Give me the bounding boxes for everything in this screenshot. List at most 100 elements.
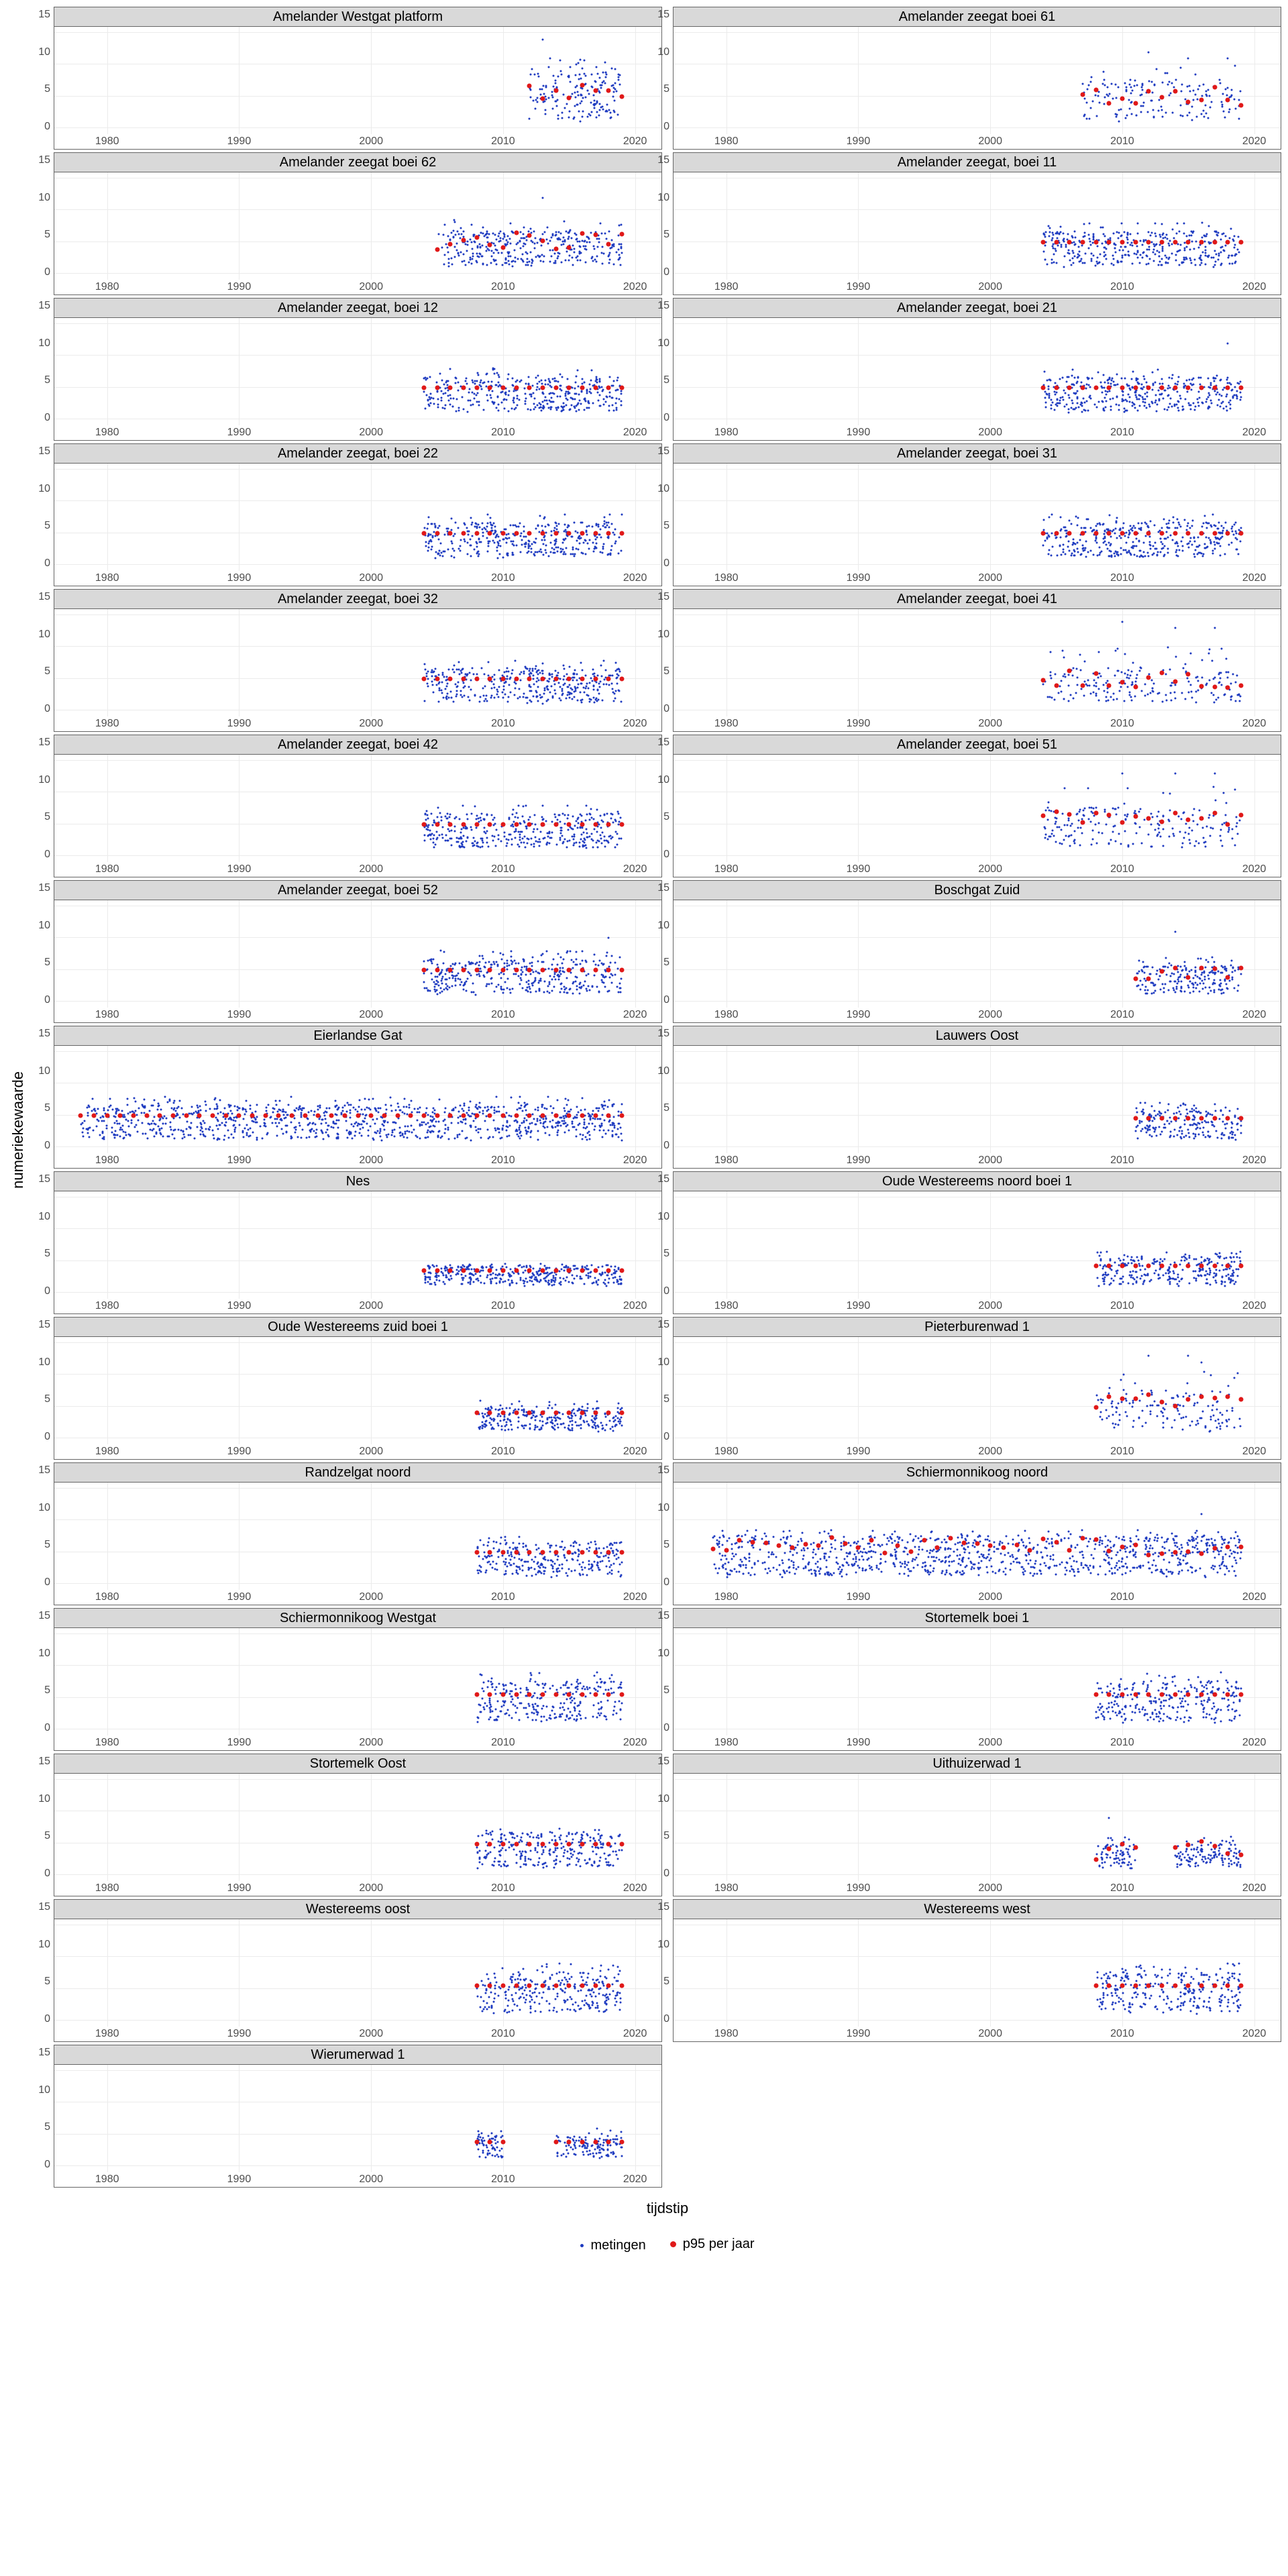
y-axis: 051015: [649, 1318, 671, 1444]
plot-area: [674, 318, 1281, 425]
facet-title: Amelander zeegat boei 61: [674, 7, 1281, 27]
plot-area: [674, 1774, 1281, 1881]
x-axis: 19801990200020102020: [674, 1590, 1281, 1605]
facet-title: Amelander zeegat, boei 22: [54, 444, 661, 464]
facet-panel: Amelander zeegat boei 620510151980199020…: [54, 152, 662, 295]
y-axis: 051015: [30, 1609, 52, 1735]
x-axis: 19801990200020102020: [674, 1881, 1281, 1896]
plot-area: [674, 1919, 1281, 2027]
plot-area: [54, 318, 661, 425]
plot-area: [54, 609, 661, 716]
x-axis: 19801990200020102020: [674, 1153, 1281, 1168]
y-axis: 051015: [30, 1463, 52, 1590]
facet-title: Oude Westereems zuid boei 1: [54, 1318, 661, 1337]
y-axis: 051015: [30, 881, 52, 1008]
y-axis: 051015: [649, 444, 671, 571]
facet-title: Amelander zeegat boei 62: [54, 153, 661, 172]
x-axis: 19801990200020102020: [674, 2027, 1281, 2041]
facet-panel: Amelander zeegat, boei 12051015198019902…: [54, 298, 662, 441]
plot-area: [54, 1191, 661, 1299]
y-axis: 051015: [30, 590, 52, 716]
facet-title: Schiermonnikoog Westgat: [54, 1609, 661, 1628]
x-axis: 19801990200020102020: [674, 1299, 1281, 1313]
x-axis: 19801990200020102020: [674, 1444, 1281, 1459]
facet-title: Amelander zeegat, boei 21: [674, 299, 1281, 318]
y-axis: 051015: [30, 1172, 52, 1299]
plot-area: [54, 900, 661, 1008]
facet-title: Stortemelk Oost: [54, 1754, 661, 1774]
y-axis: 051015: [649, 735, 671, 862]
x-axis: 19801990200020102020: [674, 571, 1281, 586]
plot-area: [54, 1774, 661, 1881]
facet-title: Amelander zeegat, boei 41: [674, 590, 1281, 609]
facet-title: Westereems west: [674, 1900, 1281, 1919]
y-axis-title: numeriekewaarde: [9, 1071, 27, 1189]
facet-title: Amelander zeegat, boei 31: [674, 444, 1281, 464]
facet-panel: Schiermonnikoog Westgat05101519801990200…: [54, 1608, 662, 1751]
x-axis: 19801990200020102020: [54, 425, 661, 440]
facet-title: Amelander zeegat, boei 12: [54, 299, 661, 318]
facet-panel: Amelander zeegat, boei 52051015198019902…: [54, 880, 662, 1023]
plot-area: [54, 1046, 661, 1153]
x-axis: 19801990200020102020: [674, 716, 1281, 731]
facet-title: Schiermonnikoog noord: [674, 1463, 1281, 1483]
x-axis: 19801990200020102020: [54, 134, 661, 149]
y-axis: 051015: [649, 153, 671, 280]
y-axis: 051015: [649, 1463, 671, 1590]
facet-grid: Amelander Westgat platform05101519801990…: [54, 7, 1281, 2188]
facet-panel: Wierumerwad 105101519801990200020102020: [54, 2045, 662, 2188]
legend-item: p95 per jaar: [670, 2237, 755, 2252]
y-axis: 051015: [649, 1609, 671, 1735]
facet-panel: Pieterburenwad 1051015198019902000201020…: [673, 1317, 1281, 1460]
x-axis-title: tijdstip: [54, 2200, 1281, 2217]
facet-panel: Amelander zeegat, boei 22051015198019902…: [54, 443, 662, 586]
facet-panel: Eierlandse Gat05101519801990200020102020: [54, 1026, 662, 1169]
facet-title: Randzelgat noord: [54, 1463, 661, 1483]
facet-title: Amelander zeegat, boei 42: [54, 735, 661, 755]
facet-title: Nes: [54, 1172, 661, 1191]
plot-area: [674, 755, 1281, 862]
facet-title: Westereems oost: [54, 1900, 661, 1919]
facet-title: Boschgat Zuid: [674, 881, 1281, 900]
plot-area: [674, 464, 1281, 571]
y-axis: 051015: [649, 299, 671, 425]
legend: metingen p95 per jaar: [54, 2236, 1281, 2253]
facet-panel: Oude Westereems zuid boei 10510151980199…: [54, 1317, 662, 1460]
x-axis: 19801990200020102020: [674, 425, 1281, 440]
y-axis: 051015: [30, 299, 52, 425]
x-axis: 19801990200020102020: [54, 2027, 661, 2041]
x-axis: 19801990200020102020: [674, 134, 1281, 149]
facet-panel: Stortemelk boei 105101519801990200020102…: [673, 1608, 1281, 1751]
facet-panel: Westereems oost0510151980199020002010202…: [54, 1899, 662, 2042]
facet-panel: Nes05101519801990200020102020: [54, 1171, 662, 1314]
x-axis: 19801990200020102020: [54, 862, 661, 877]
plot-area: [674, 27, 1281, 134]
x-axis: 19801990200020102020: [674, 1008, 1281, 1022]
y-axis: 051015: [30, 444, 52, 571]
facet-title: Amelander zeegat, boei 32: [54, 590, 661, 609]
y-axis: 051015: [30, 7, 52, 134]
x-axis: 19801990200020102020: [54, 1299, 661, 1313]
facet-panel: Amelander zeegat, boei 32051015198019902…: [54, 589, 662, 732]
x-axis: 19801990200020102020: [54, 2172, 661, 2187]
facet-panel: Boschgat Zuid05101519801990200020102020: [673, 880, 1281, 1023]
plot-area: [54, 1337, 661, 1444]
plot-area: [54, 1919, 661, 2027]
facet-title: Amelander zeegat, boei 11: [674, 153, 1281, 172]
facet-title: Amelander Westgat platform: [54, 7, 661, 27]
legend-item: metingen: [580, 2238, 645, 2253]
plot-area: [54, 755, 661, 862]
x-axis: 19801990200020102020: [54, 571, 661, 586]
y-axis: 051015: [649, 1754, 671, 1881]
facet-panel: Oude Westereems noord boei 1051015198019…: [673, 1171, 1281, 1314]
x-axis: 19801990200020102020: [674, 862, 1281, 877]
y-axis: 051015: [30, 1318, 52, 1444]
y-axis: 051015: [649, 1900, 671, 2027]
x-axis: 19801990200020102020: [54, 1590, 661, 1605]
plot-area: [674, 172, 1281, 280]
x-axis: 19801990200020102020: [54, 280, 661, 294]
facet-panel: Amelander zeegat, boei 51051015198019902…: [673, 735, 1281, 877]
facet-title: Uithuizerwad 1: [674, 1754, 1281, 1774]
y-axis: 051015: [30, 2045, 52, 2172]
facet-panel: Amelander zeegat, boei 41051015198019902…: [673, 589, 1281, 732]
